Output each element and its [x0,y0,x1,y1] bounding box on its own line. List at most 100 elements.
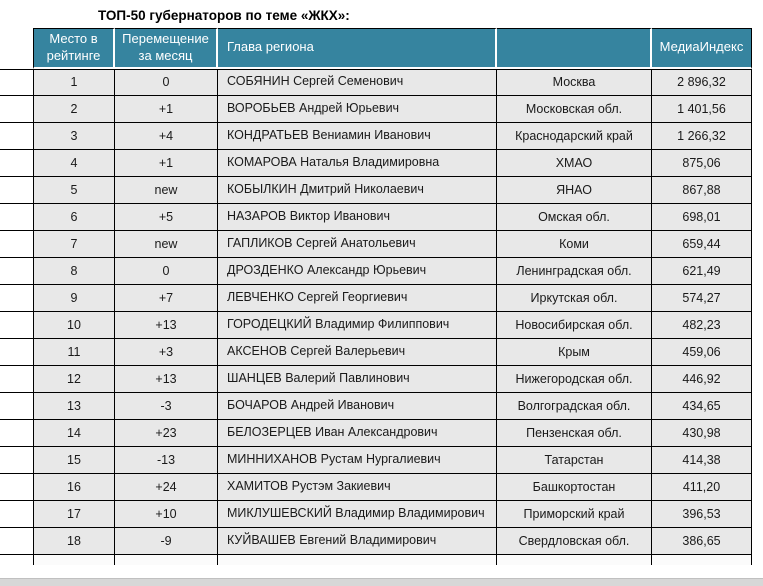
move-cell: +3 [115,338,218,366]
page-title: ТОП-50 губернаторов по теме «ЖКХ»: [98,8,350,23]
move-cell: +13 [115,311,218,339]
gutter-cell [0,554,33,565]
region-cell: Волгоградская обл. [497,392,652,420]
table-row: 15 -13 МИННИХАНОВ Рустам Нургалиевич Татарс… [0,446,752,474]
region-cell: Ленинградская обл. [497,257,652,285]
region-cell: ХМАО [497,149,652,177]
name-cell: МИКЛУШЕВСКИЙ Владимир Владимирович [218,500,497,528]
rank-cell: 6 [33,203,115,231]
rank-cell: 16 [33,473,115,501]
index-cell: 1 401,56 [652,95,752,123]
region-cell: Новосибирская обл. [497,311,652,339]
rank-cell: 10 [33,311,115,339]
index-cell: 434,65 [652,392,752,420]
gutter-cell [0,446,33,474]
region-cell: Нижегородская обл. [497,365,652,393]
region-cell: Омская обл. [497,203,652,231]
name-cell: БОЧАРОВ Андрей Иванович [218,392,497,420]
name-cell: ГОРОДЕЦКИЙ Владимир Филиппович [218,311,497,339]
gutter-header-cell [0,28,33,69]
rank-cell: 8 [33,257,115,285]
name-cell: ДРОЗДЕНКО Александр Юрьевич [218,257,497,285]
name-cell: КОНДРАТЬЕВ Вениамин Иванович [218,122,497,150]
move-cell: 0 [115,257,218,285]
table-row: 17 +10 МИКЛУШЕВСКИЙ Владимир Владимирович П… [0,500,752,528]
region-cell: Иркутская обл. [497,284,652,312]
rank-cell: 2 [33,95,115,123]
region-cell: Коми [497,230,652,258]
table-row: 2 +1 ВОРОБЬЕВ Андрей Юрьевич Московская обл… [0,95,752,123]
gutter-cell [0,500,33,528]
index-cell: 867,88 [652,176,752,204]
index-cell: 2 896,32 [652,68,752,96]
table-row: 10 +13 ГОРОДЕЦКИЙ Владимир Филиппович Новос… [0,311,752,339]
column-header-index: МедиаИндекс [652,28,752,69]
rank-cell: 4 [33,149,115,177]
table-row: 4 +1 КОМАРОВА Наталья Владимировна ХМАО 875,… [0,149,752,177]
rank-cell: 13 [33,392,115,420]
index-cell: 430,98 [652,419,752,447]
region-cell: ЯНАО [497,176,652,204]
name-cell: ГАПЛИКОВ Сергей Анатольевич [218,230,497,258]
table-row: 1 0 СОБЯНИН Сергей Семенович Москва 2 896,32 [0,68,752,96]
move-cell: +1 [115,149,218,177]
index-cell: 459,06 [652,338,752,366]
index-cell: 698,01 [652,203,752,231]
name-cell [218,554,497,565]
gutter-cell [0,527,33,555]
table-header-row: Место в рейтинге Перемещение за месяц Гл… [0,28,752,69]
index-cell: 414,38 [652,446,752,474]
table-row: 12 +13 ШАНЦЕВ Валерий Павлинович Нижегородс… [0,365,752,393]
region-cell: Краснодарский край [497,122,652,150]
table-row: 18 -9 КУЙВАШЕВ Евгений Владимирович Свердло… [0,527,752,555]
rank-cell: 12 [33,365,115,393]
governors-rating-table: Место в рейтинге Перемещение за месяц Гл… [0,28,752,565]
region-cell [497,554,652,565]
page-bottom-edge [0,578,763,586]
move-cell: +13 [115,365,218,393]
region-cell: Московская обл. [497,95,652,123]
index-cell: 574,27 [652,284,752,312]
rank-cell: 1 [33,68,115,96]
index-cell: 482,23 [652,311,752,339]
column-header-region [497,28,652,69]
table-body: 1 0 СОБЯНИН Сергей Семенович Москва 2 896,32… [0,68,752,565]
table-row: 7 new ГАПЛИКОВ Сергей Анатольевич Коми 659,4… [0,230,752,258]
move-cell: +24 [115,473,218,501]
index-cell: 396,53 [652,500,752,528]
gutter-cell [0,122,33,150]
index-cell: 875,06 [652,149,752,177]
rank-cell: 17 [33,500,115,528]
column-header-name: Глава региона [218,28,497,69]
gutter-cell [0,68,33,96]
gutter-cell [0,176,33,204]
table-row: 14 +23 БЕЛОЗЕРЦЕВ Иван Александрович Пензен… [0,419,752,447]
gutter-cell [0,257,33,285]
region-cell: Приморский край [497,500,652,528]
table-row: 9 +7 ЛЕВЧЕНКО Сергей Георгиевич Иркутская о… [0,284,752,312]
column-header-move: Перемещение за месяц [115,28,218,69]
name-cell: ЛЕВЧЕНКО Сергей Георгиевич [218,284,497,312]
name-cell: МИННИХАНОВ Рустам Нургалиевич [218,446,497,474]
name-cell: КОБЫЛКИН Дмитрий Николаевич [218,176,497,204]
rank-cell: 9 [33,284,115,312]
gutter-cell [0,338,33,366]
move-cell: +4 [115,122,218,150]
index-cell: 386,65 [652,527,752,555]
partial-table-row [0,554,752,565]
move-cell: -3 [115,392,218,420]
index-cell: 446,92 [652,365,752,393]
move-cell [115,554,218,565]
move-cell: +7 [115,284,218,312]
region-cell: Пензенская обл. [497,419,652,447]
region-cell: Башкортостан [497,473,652,501]
gutter-cell [0,203,33,231]
move-cell: -9 [115,527,218,555]
rank-cell [33,554,115,565]
gutter-cell [0,473,33,501]
table-row: 8 0 ДРОЗДЕНКО Александр Юрьевич Ленинградск… [0,257,752,285]
region-cell: Свердловская обл. [497,527,652,555]
rank-cell: 11 [33,338,115,366]
gutter-cell [0,419,33,447]
